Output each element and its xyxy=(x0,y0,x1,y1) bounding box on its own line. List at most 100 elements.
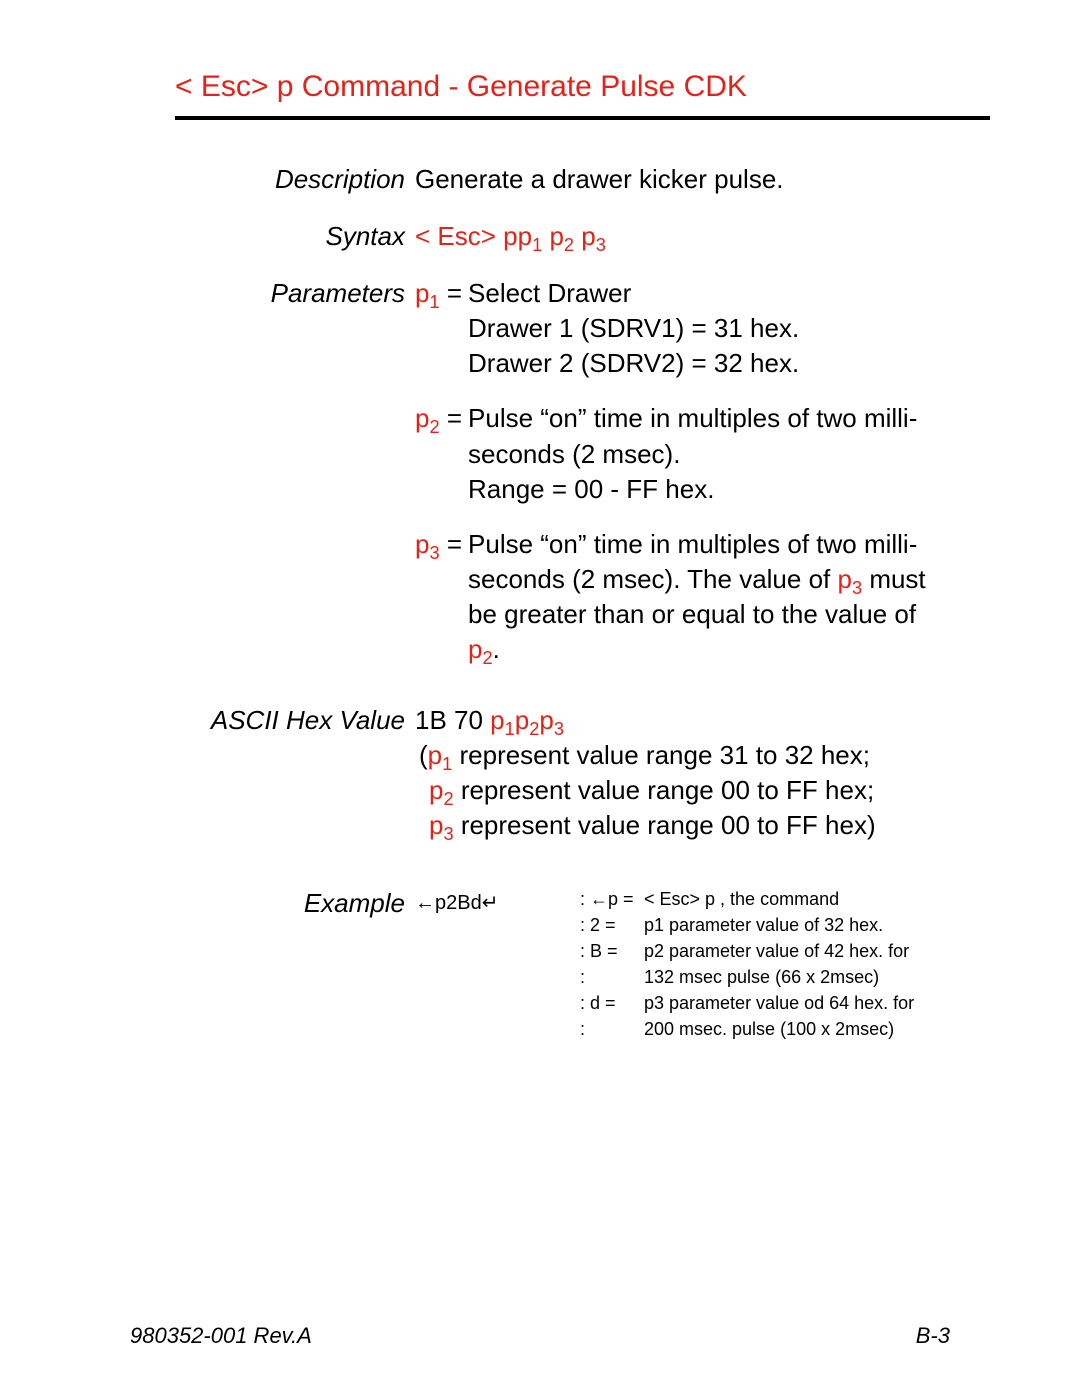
example-row-desc: p2 parameter value of 42 hex. for xyxy=(644,938,914,964)
example-row-label: : xyxy=(580,964,644,990)
description-label: Description xyxy=(175,162,415,197)
ascii-p2-sub: 2 xyxy=(529,719,539,739)
example-table-row: : 2 =p1 parameter value of 32 hex. xyxy=(580,912,914,938)
param-p3-head: Pulse “on” time in multiples of two mill… xyxy=(468,527,990,562)
param-p3-line4-b: . xyxy=(493,634,500,664)
example-arrow-icon: ← xyxy=(415,892,435,914)
example-row-label: : B = xyxy=(580,938,644,964)
ascii-l3-tail: represent value range 00 to FF hex) xyxy=(454,810,876,840)
param-p3: p3 = Pulse “on” time in multiples of two… xyxy=(415,527,990,667)
syntax-label: Syntax xyxy=(175,219,415,254)
param-p3-sub: 3 xyxy=(429,543,439,563)
ascii-l2-sub: 2 xyxy=(443,790,453,810)
description-text: Generate a drawer kicker pulse. xyxy=(415,162,990,197)
param-p2-sym: p2 xyxy=(415,403,440,433)
example-row-desc: < Esc> p , the command xyxy=(644,886,914,912)
param-p1-line2: Drawer 2 (SDRV2) = 32 hex. xyxy=(468,346,990,381)
description-row: Description Generate a drawer kicker pul… xyxy=(175,162,990,197)
syntax-p2-sub: 2 xyxy=(564,235,574,255)
param-p3-line2-sym-text: p xyxy=(838,564,852,594)
example-row-desc: p3 parameter value od 64 hex. for xyxy=(644,990,914,1016)
param-p2-lhs: p2 = xyxy=(415,401,468,436)
param-p3-eq: = xyxy=(440,529,462,559)
ascii-open: ( xyxy=(419,740,428,770)
ascii-p1: p1 xyxy=(490,705,515,735)
param-p1-sym: p1 xyxy=(415,278,440,308)
param-p3-sym: p3 xyxy=(415,529,440,559)
syntax-p3-sub: 3 xyxy=(596,235,606,255)
syntax-p1: p1 xyxy=(518,221,543,251)
ascii-l1-sym-text: p xyxy=(428,740,442,770)
param-p2-sym-text: p xyxy=(415,403,429,433)
syntax-p1-sym: p xyxy=(518,221,532,251)
page: < Esc> p Command - Generate Pulse CDK De… xyxy=(0,0,1080,1397)
param-p3-line4-sub: 2 xyxy=(482,648,492,668)
syntax-p1-sub: 1 xyxy=(532,235,542,255)
example-enter-icon: ↵ xyxy=(482,892,499,914)
ascii-l3-sym-text: p xyxy=(429,810,443,840)
param-p2-eq: = xyxy=(440,403,462,433)
param-p3-line2-sub: 3 xyxy=(852,578,862,598)
param-p1-line1: Drawer 1 (SDRV1) = 31 hex. xyxy=(468,311,990,346)
ascii-p3-sub: 3 xyxy=(554,719,564,739)
syntax-text: < Esc> pp1 p2 p3 xyxy=(415,219,990,254)
example-input-text: p2Bd xyxy=(435,892,482,914)
param-p2: p2 = Pulse “on” time in multiples of two… xyxy=(415,401,990,506)
ascii-p3-sym: p xyxy=(539,705,553,735)
example-body: ←p2Bd↵ : ←p =< Esc> p , the command : 2 … xyxy=(415,886,990,1043)
example-table-row: : ←p =< Esc> p , the command xyxy=(580,886,914,912)
page-title: < Esc> p Command - Generate Pulse CDK xyxy=(175,70,990,104)
ascii-l1-sub: 1 xyxy=(442,754,452,774)
example-row-label: : d = xyxy=(580,990,644,1016)
syntax-prefix: < Esc> p xyxy=(415,221,518,251)
example-input: ←p2Bd↵ xyxy=(415,886,580,917)
parameters-label: Parameters xyxy=(175,276,415,311)
ascii-l1-sym: p1 xyxy=(428,740,453,770)
ascii-main: 1B 70 p1p2p3 xyxy=(415,703,990,738)
param-p3-lhs: p3 = xyxy=(415,527,468,562)
ascii-row: ASCII Hex Value 1B 70 p1p2p3 (p1 represe… xyxy=(175,703,990,843)
param-p1-sub: 1 xyxy=(429,292,439,312)
example-row-label: : ←p = xyxy=(580,886,644,912)
ascii-l1-tail: represent value range 31 to 32 hex; xyxy=(452,740,870,770)
ascii-prefix: 1B 70 xyxy=(415,705,490,735)
title-rule xyxy=(175,116,990,120)
param-p2-rhs: Pulse “on” time in multiples of two mill… xyxy=(468,401,990,506)
param-p3-line3: be greater than or equal to the value of xyxy=(468,597,990,632)
param-p2-sub: 2 xyxy=(429,418,439,438)
syntax-p3: p3 xyxy=(581,221,606,251)
param-p2-line2: Range = 00 - FF hex. xyxy=(468,472,990,507)
ascii-line2: p2 represent value range 00 to FF hex; xyxy=(415,773,990,808)
param-p3-line2-b: must xyxy=(862,564,926,594)
ascii-p1-sub: 1 xyxy=(505,719,515,739)
ascii-p1-sym: p xyxy=(490,705,504,735)
param-p1-head: Select Drawer xyxy=(468,276,990,311)
example-table-row: : d =p3 parameter value od 64 hex. for xyxy=(580,990,914,1016)
ascii-body: 1B 70 p1p2p3 (p1 represent value range 3… xyxy=(415,703,990,843)
example-row-label: : 2 = xyxy=(580,912,644,938)
page-footer: 980352-001 Rev.A B-3 xyxy=(130,1323,950,1349)
param-p3-line4-sym: p2 xyxy=(468,634,493,664)
param-p3-line2-a: seconds (2 msec). The value of xyxy=(468,564,837,594)
param-p1-eq: = xyxy=(440,278,462,308)
param-p3-sym-text: p xyxy=(415,529,429,559)
param-p1: p1 = Select Drawer Drawer 1 (SDRV1) = 31… xyxy=(415,276,990,381)
param-p1-sym-text: p xyxy=(415,278,429,308)
syntax-row: Syntax < Esc> pp1 p2 p3 xyxy=(175,219,990,254)
example-row-desc: 132 msec pulse (66 x 2msec) xyxy=(644,964,914,990)
ascii-l2-tail: represent value range 00 to FF hex; xyxy=(454,775,875,805)
ascii-label: ASCII Hex Value xyxy=(175,703,415,738)
ascii-p2-sym: p xyxy=(515,705,529,735)
example-row-label: : xyxy=(580,1016,644,1042)
example-table-row: :132 msec pulse (66 x 2msec) xyxy=(580,964,914,990)
parameters-row: Parameters p1 = Select Drawer Drawer 1 (… xyxy=(175,276,990,667)
ascii-line3: p3 represent value range 00 to FF hex) xyxy=(415,808,990,843)
ascii-p2: p2 xyxy=(515,705,540,735)
param-p3-line4: p2. xyxy=(468,632,990,667)
param-p3-line2: seconds (2 msec). The value of p3 must xyxy=(468,562,990,597)
param-p3-rhs: Pulse “on” time in multiples of two mill… xyxy=(468,527,990,667)
syntax-p2-sym: p xyxy=(549,221,563,251)
parameters-body: p1 = Select Drawer Drawer 1 (SDRV1) = 31… xyxy=(415,276,990,667)
param-p3-line2-sym: p3 xyxy=(838,564,863,594)
example-table-row: :200 msec. pulse (100 x 2msec) xyxy=(580,1016,914,1042)
